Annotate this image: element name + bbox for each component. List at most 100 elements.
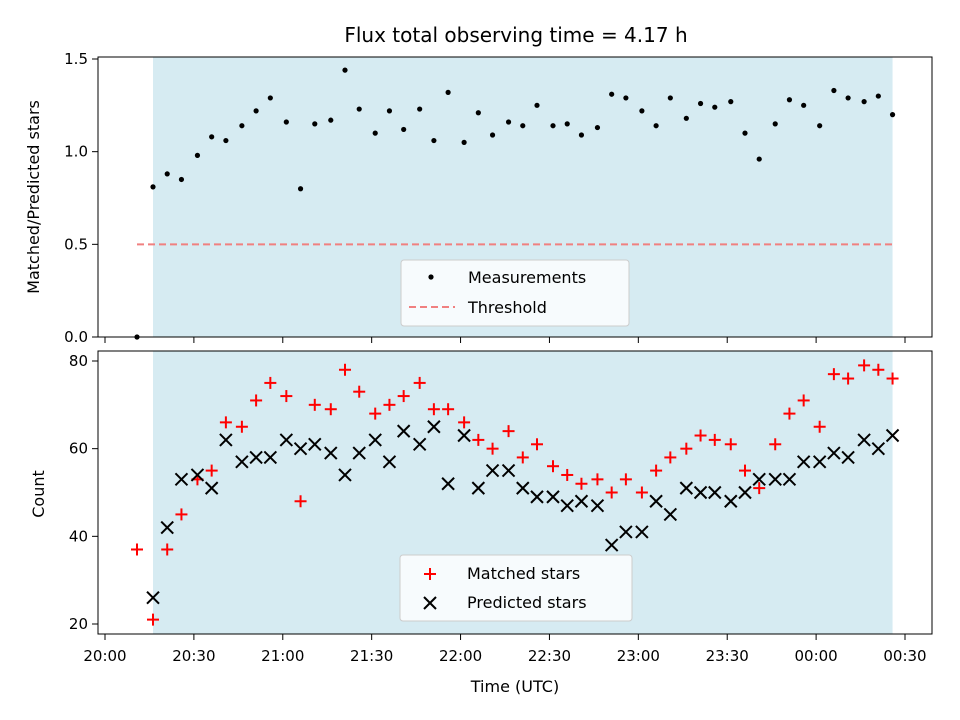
measurement-point xyxy=(728,99,734,105)
bottom-legend: Matched stars Predicted stars xyxy=(399,554,633,622)
top-legend-box xyxy=(400,259,630,327)
matched-star-point xyxy=(235,420,248,433)
predicted-star-point xyxy=(663,507,678,522)
matched-star-point xyxy=(308,398,321,411)
matched-star-point xyxy=(797,394,810,407)
predicted-star-point xyxy=(590,498,605,513)
measurement-point xyxy=(772,121,778,127)
matched-star-point xyxy=(294,495,307,508)
bottom-x-tick-label: 23:00 xyxy=(617,647,660,665)
top-legend: Measurements Threshold xyxy=(400,259,630,327)
top-y-tick-label: 0.0 xyxy=(64,328,88,346)
predicted-star-point xyxy=(516,481,530,495)
measurement-point xyxy=(431,137,437,144)
measurement-point xyxy=(283,119,289,125)
predicted-star-point xyxy=(871,441,886,456)
matched-star-point xyxy=(753,482,766,495)
measurement-point xyxy=(475,110,481,116)
bottom-y-tick-label: 60 xyxy=(69,440,88,458)
matched-star-point xyxy=(547,460,559,473)
matched-star-point xyxy=(472,433,485,446)
matched-star-point xyxy=(250,394,263,407)
matched-star-point xyxy=(650,464,663,477)
bottom-x-tick-label: 23:30 xyxy=(706,647,749,665)
measurement-point xyxy=(372,130,378,136)
measurement-point xyxy=(609,91,615,97)
bottom-x-tick-label: 20:00 xyxy=(83,647,126,665)
predicted-star-point xyxy=(174,472,189,487)
predicted-star-point xyxy=(679,481,694,495)
bottom-y-axis-label: Count xyxy=(29,470,48,518)
predicted-star-point xyxy=(857,433,871,447)
measurement-point xyxy=(489,132,496,138)
legend-marker-measurements xyxy=(428,274,434,280)
bottom-axes-frame xyxy=(97,350,933,635)
matched-star-point xyxy=(264,376,277,389)
predicted-star-point xyxy=(338,468,352,482)
matched-star-point xyxy=(739,464,751,477)
measurement-point xyxy=(623,95,629,101)
matched-star-point xyxy=(324,403,337,416)
predicted-star-point xyxy=(368,433,382,447)
predicted-star-point xyxy=(190,468,205,482)
measurement-point xyxy=(801,102,807,108)
measurement-point xyxy=(861,99,867,105)
measurement-point xyxy=(194,152,201,158)
predicted-star-point xyxy=(412,437,427,451)
measurement-point xyxy=(150,184,156,190)
measurement-point xyxy=(356,106,362,112)
predicted-star-point xyxy=(708,485,722,500)
measurement-point xyxy=(461,139,467,145)
bottom-x-tick-label: 22:00 xyxy=(439,647,482,665)
matched-star-point xyxy=(842,372,855,385)
measurement-point xyxy=(328,117,334,123)
measurement-point xyxy=(564,121,570,127)
bottom-y-ticks: 20 40 60 80 xyxy=(69,352,98,633)
predicted-star-point xyxy=(249,450,263,465)
predicted-star-point xyxy=(782,472,797,487)
matched-star-point xyxy=(694,429,707,442)
measurement-point xyxy=(639,108,645,114)
measurement-point xyxy=(756,156,762,162)
matched-star-point xyxy=(502,425,515,438)
measurement-point xyxy=(445,89,451,95)
measurement-point xyxy=(312,121,318,127)
matched-star-point xyxy=(886,372,899,385)
matched-star-point xyxy=(664,451,677,464)
matched-star-point xyxy=(219,416,232,429)
bottom-x-tick-label: 22:30 xyxy=(528,647,571,665)
matched-star-point xyxy=(605,486,618,499)
measurement-point xyxy=(164,171,170,177)
matched-star-point xyxy=(872,363,885,376)
predicted-star-point xyxy=(635,525,649,539)
measurement-point xyxy=(401,126,407,133)
legend-label-measurements: Measurements xyxy=(468,268,586,287)
matched-star-point xyxy=(353,385,366,398)
top-axes-frame xyxy=(97,56,933,338)
bottom-y-tick-label: 40 xyxy=(69,527,88,545)
measurement-point xyxy=(520,123,526,129)
predicted-star-point xyxy=(441,477,455,491)
measurement-point xyxy=(667,95,673,101)
matched-star-point xyxy=(486,442,499,455)
predicted-star-point xyxy=(619,525,633,539)
measurement-point xyxy=(817,123,823,129)
measurement-point xyxy=(578,132,585,138)
measurement-point xyxy=(742,130,748,136)
predicted-star-point xyxy=(382,455,397,469)
measurement-point xyxy=(209,134,215,140)
top-y-ticks: 0.0 0.5 1.0 1.5 xyxy=(64,50,98,346)
matched-star-point xyxy=(619,473,632,486)
measurement-point xyxy=(594,124,601,131)
predicted-star-point xyxy=(457,428,471,443)
bottom-x-tick-label: 00:30 xyxy=(883,647,926,665)
predicted-star-point xyxy=(308,437,322,451)
predicted-star-point xyxy=(279,433,294,447)
matched-star-point xyxy=(783,407,796,420)
measurement-point xyxy=(223,137,229,144)
predicted-star-point xyxy=(752,472,766,487)
top-y-tick-label: 1.0 xyxy=(64,143,88,161)
legend-label-predicted: Predicted stars xyxy=(467,593,587,612)
measurement-point xyxy=(786,97,793,103)
